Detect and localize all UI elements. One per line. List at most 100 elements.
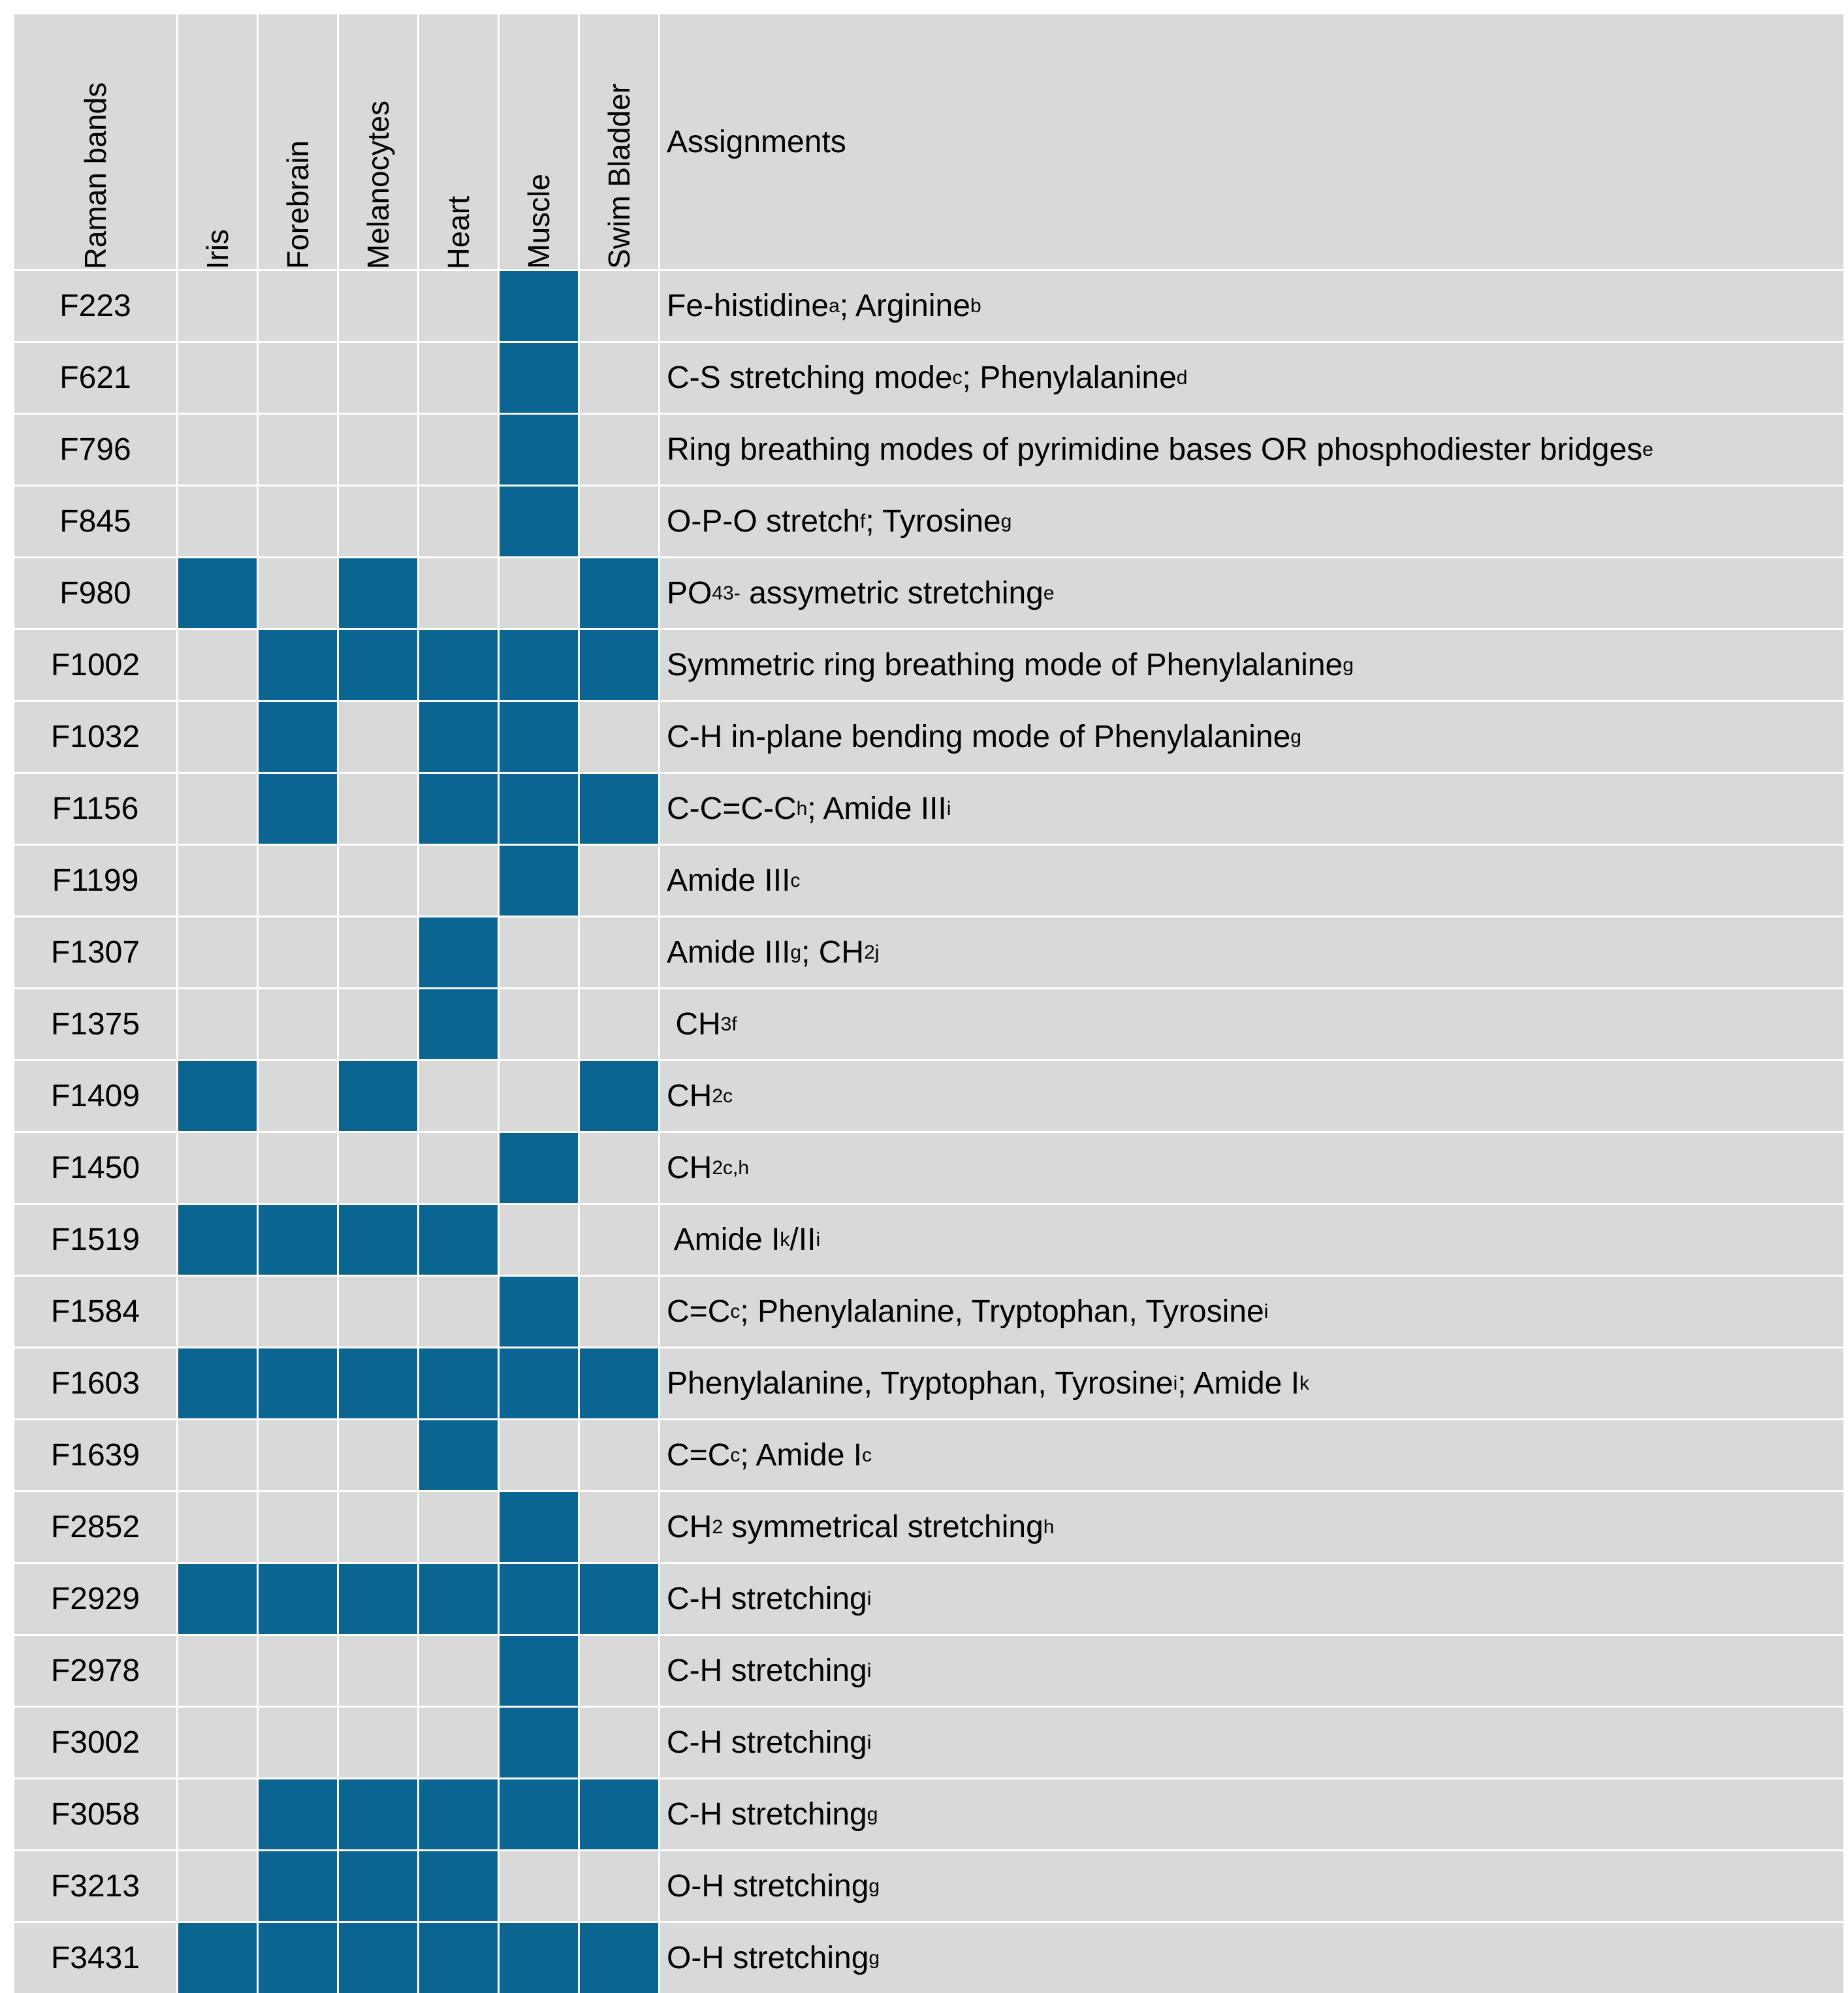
assignment-cell: O-H stretching g [660,1923,1843,1993]
marked-cell [339,630,417,700]
empty-cell [339,1133,417,1203]
marked-cell [259,630,337,700]
marked-cell [178,1061,257,1131]
assignment-cell: Phenylalanine, Tryptophan, Tyrosine i; Am… [660,1348,1843,1418]
empty-cell [259,1492,337,1562]
assignment-text: Phenylalanine, Tryptophan, Tyrosine [667,1366,1173,1401]
empty-cell [339,1636,417,1706]
assignment-text: C=C [667,1438,731,1473]
header-melanocytes-label: Melanocytes [361,100,395,269]
empty-cell [419,1492,498,1562]
assignment-text: Amide III [667,863,791,898]
empty-cell [339,846,417,916]
header-iris-label: Iris [200,229,234,269]
marked-cell [500,1348,578,1418]
empty-cell [500,989,578,1059]
assignment-text: CH [667,1151,712,1185]
marked-cell [419,1564,498,1634]
raman-band-cell: F980 [14,558,176,628]
marked-cell [500,1923,578,1993]
empty-cell [178,343,257,413]
empty-cell [178,1277,257,1347]
empty-cell [259,343,337,413]
raman-band-cell: F845 [14,486,176,556]
empty-cell [259,917,337,987]
empty-cell [178,989,257,1059]
marked-cell [259,1779,337,1849]
marked-cell [178,558,257,628]
empty-cell [178,917,257,987]
assignment-text: PO [667,576,712,611]
empty-cell [580,343,658,413]
marked-cell [500,1636,578,1706]
assignment-text: CH [667,1007,721,1042]
assignment-text: C=C [667,1294,731,1329]
assignment-text: ; Amide I [1177,1366,1300,1401]
marked-cell [259,1564,337,1634]
assignment-text: Symmetric ring breathing mode of Phenyla… [667,648,1343,682]
raman-band-cell: F621 [14,343,176,413]
empty-cell [259,1133,337,1203]
assignment-text: C-H in-plane bending mode of Phenylalani… [667,720,1291,754]
marked-cell [500,1277,578,1347]
empty-cell [178,1492,257,1562]
assignment-text: O-P-O stretch [667,504,861,539]
assignment-text: C-H stretching [667,1725,867,1760]
assignment-text: Amide III [667,935,791,970]
marked-cell [500,415,578,485]
header-assignments-label: Assignments [667,124,846,159]
header-iris: Iris [178,14,257,269]
empty-cell [259,271,337,341]
empty-cell [500,1061,578,1131]
empty-cell [178,1420,257,1490]
raman-band-cell: F1639 [14,1420,176,1490]
assignment-cell: Amide III c [660,846,1843,916]
marked-cell [178,1564,257,1634]
empty-cell [259,558,337,628]
empty-cell [419,1277,498,1347]
assignment-cell: Fe-histidine a; Arginine b [660,271,1843,341]
marked-cell [178,1348,257,1418]
marked-cell [339,1779,417,1849]
empty-cell [259,1061,337,1131]
marked-cell [419,1779,498,1849]
empty-cell [419,558,498,628]
empty-cell [339,1708,417,1778]
assignment-text: ; Phenylalanine [962,360,1177,395]
empty-cell [339,343,417,413]
marked-cell [339,1348,417,1418]
empty-cell [580,1133,658,1203]
empty-cell [419,1061,498,1131]
marked-cell [580,1564,658,1634]
empty-cell [419,415,498,485]
empty-cell [580,1205,658,1275]
empty-cell [419,343,498,413]
marked-cell [259,1348,337,1418]
marked-cell [178,1923,257,1993]
assignment-text: CH [667,1079,712,1113]
assignment-text: symmetrical stretching [723,1510,1043,1544]
empty-cell [259,989,337,1059]
empty-cell [259,1708,337,1778]
assignment-text: ; Amide III [807,791,947,826]
marked-cell [580,630,658,700]
empty-cell [500,558,578,628]
marked-cell [259,1205,337,1275]
marked-cell [580,1348,658,1418]
header-melanocytes: Melanocytes [339,14,417,269]
empty-cell [259,415,337,485]
marked-cell [419,1851,498,1921]
marked-cell [500,1133,578,1203]
raman-band-table: Raman bands Iris Forebrain Melanocytes H… [14,14,1843,1993]
marked-cell [419,1420,498,1490]
empty-cell [339,702,417,772]
assignment-text: O-H stretching [667,1869,869,1904]
empty-cell [339,1420,417,1490]
raman-band-cell: F3002 [14,1708,176,1778]
marked-cell [500,486,578,556]
assignment-cell: Symmetric ring breathing mode of Phenyla… [660,630,1843,700]
assignment-cell: C-S stretching mode c; Phenylalanine d [660,343,1843,413]
marked-cell [259,774,337,844]
assignment-cell: CH 2 c,h [660,1133,1843,1203]
assignment-cell: Ring breathing modes of pyrimidine bases… [660,415,1843,485]
